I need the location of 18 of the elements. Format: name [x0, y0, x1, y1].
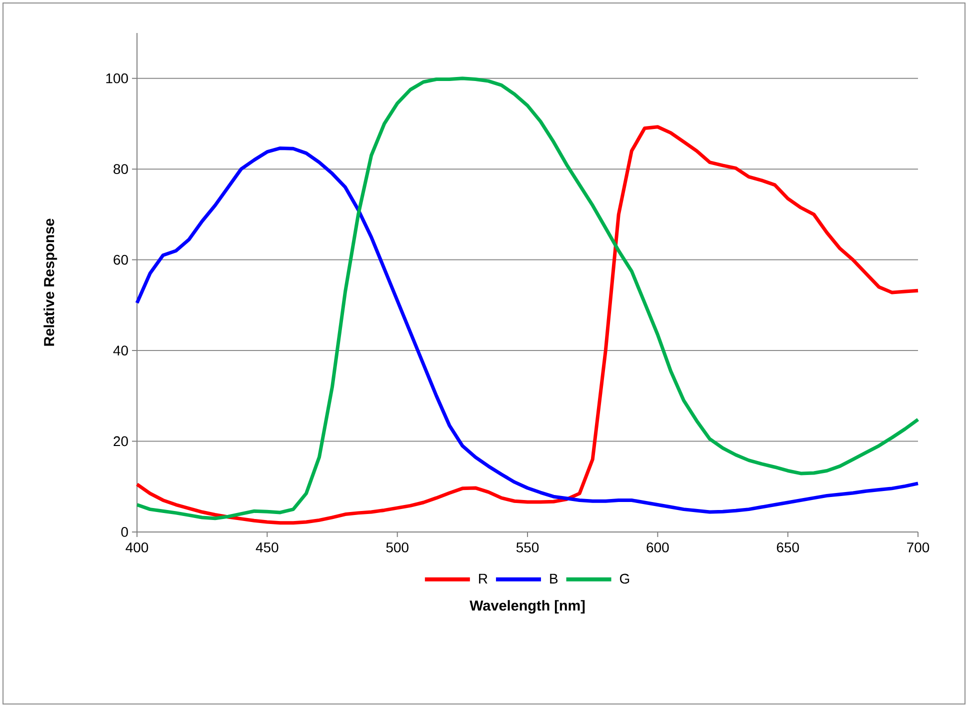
x-tick-label: 450 — [256, 542, 278, 552]
y-tick-label: 20 — [114, 436, 128, 446]
x-axis-title: Wavelength [nm] — [470, 600, 585, 614]
x-tick-label: 500 — [386, 542, 408, 552]
y-tick-label: 100 — [106, 73, 128, 84]
legend-label: G — [620, 574, 630, 584]
x-tick-label: 550 — [516, 542, 539, 552]
x-tick-label: 700 — [907, 542, 930, 552]
y-axis-title: Relative Response — [44, 218, 58, 346]
x-tick-label: 600 — [646, 542, 669, 552]
y-tick-label: 80 — [114, 164, 128, 174]
legend-label: R — [479, 574, 488, 584]
x-tick-label: 650 — [776, 542, 799, 552]
y-tick-label: 0 — [121, 527, 128, 537]
legend-label: B — [550, 574, 558, 584]
y-tick-label: 60 — [114, 254, 128, 265]
x-tick-label: 400 — [126, 542, 148, 552]
y-tick-label: 40 — [113, 346, 128, 356]
